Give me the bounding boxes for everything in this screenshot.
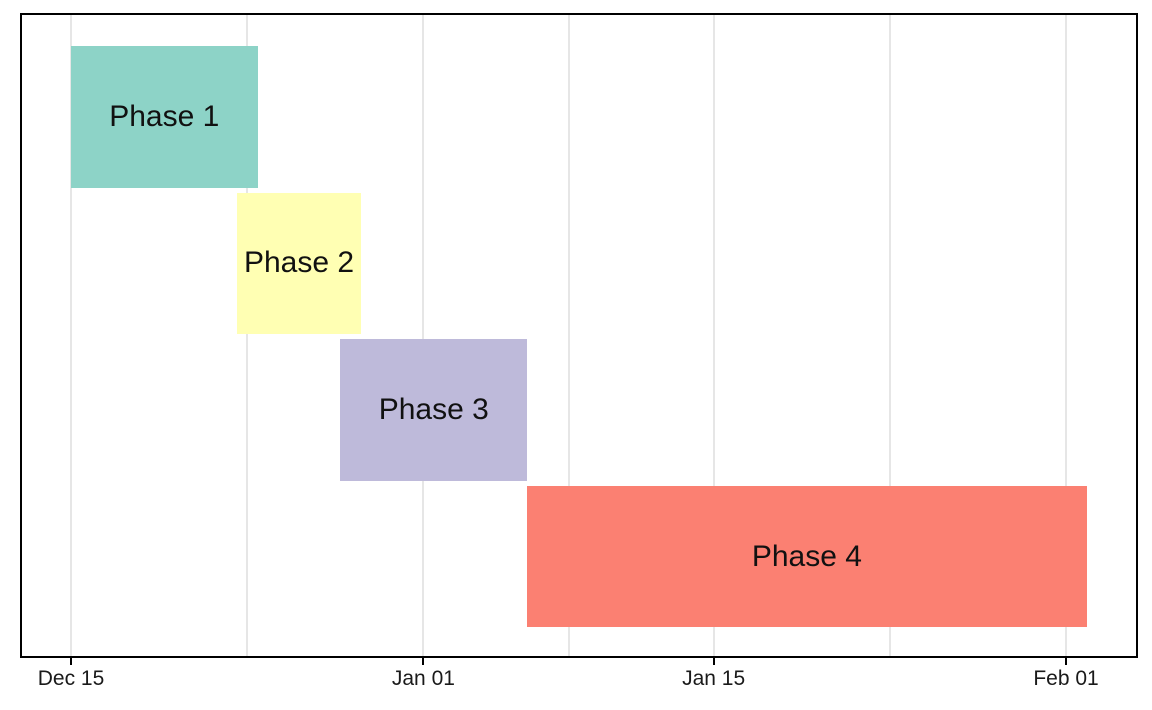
x-tick-label: Jan 01 — [391, 667, 455, 690]
gridline — [246, 15, 249, 656]
gantt-bar-phase-1: Phase 1 — [71, 46, 258, 188]
gridline — [1065, 15, 1068, 656]
gantt-bar-phase-4: Phase 4 — [527, 485, 1087, 628]
bar-label: Phase 2 — [243, 246, 355, 280]
gridline — [888, 15, 891, 656]
x-tick-mark — [422, 658, 425, 665]
plot-area: Phase 1 Phase 2 Phase 3 Phase 4 — [20, 13, 1138, 658]
x-tick-label: Jan 15 — [682, 667, 746, 690]
x-tick-label: Dec 15 — [37, 667, 105, 690]
bar-label: Phase 3 — [378, 392, 489, 426]
gridline — [70, 15, 72, 656]
bar-label: Phase 1 — [109, 99, 220, 133]
x-tick-mark — [712, 658, 715, 665]
bar-label: Phase 4 — [751, 539, 862, 573]
x-tick-mark — [1065, 658, 1068, 665]
gantt-bar-phase-2: Phase 2 — [236, 192, 362, 335]
x-tick-label: Feb 01 — [1033, 667, 1099, 690]
gantt-bar-phase-3: Phase 3 — [340, 339, 528, 481]
gridline — [422, 15, 425, 656]
x-tick-mark — [70, 658, 72, 665]
gridline — [712, 15, 715, 656]
gridline — [567, 15, 570, 656]
